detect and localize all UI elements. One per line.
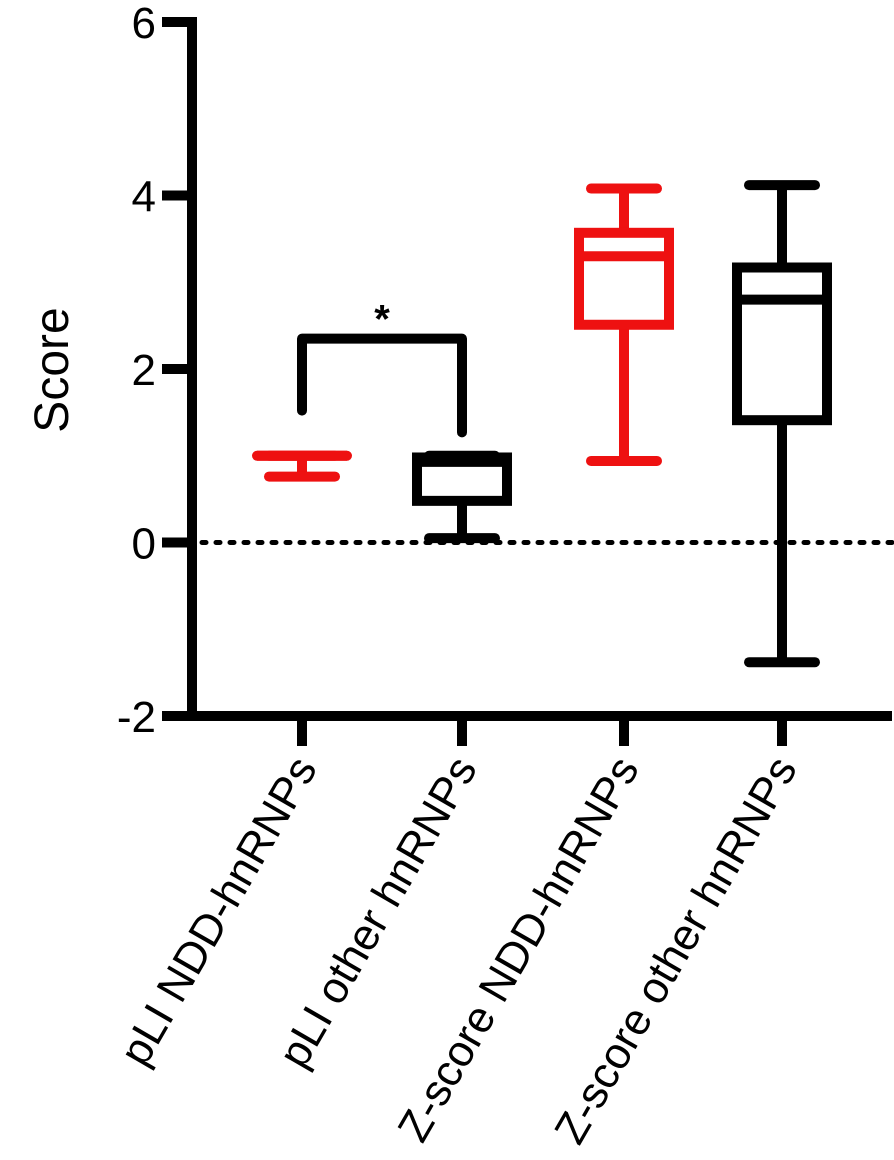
box-4 [732,180,832,668]
y-tick-label: 4 [132,173,156,222]
iqr-box [732,262,832,426]
significance-bracket: * [297,298,467,438]
y-tick-label: 0 [132,520,156,569]
y-tick-label: 6 [132,0,156,48]
y-tick-label: -2 [117,693,156,742]
iqr-box [574,227,674,330]
y-tick-label: 2 [132,346,156,395]
x-axis [187,711,892,746]
significance-star: * [374,298,390,342]
box-3 [574,183,674,466]
box-2 [412,450,512,544]
y-axis: -2 0 2 4 6 [117,0,197,742]
box-series [252,180,832,668]
box-1 [252,450,352,482]
bracket-line [297,333,467,438]
y-axis-label: Score [26,307,79,432]
